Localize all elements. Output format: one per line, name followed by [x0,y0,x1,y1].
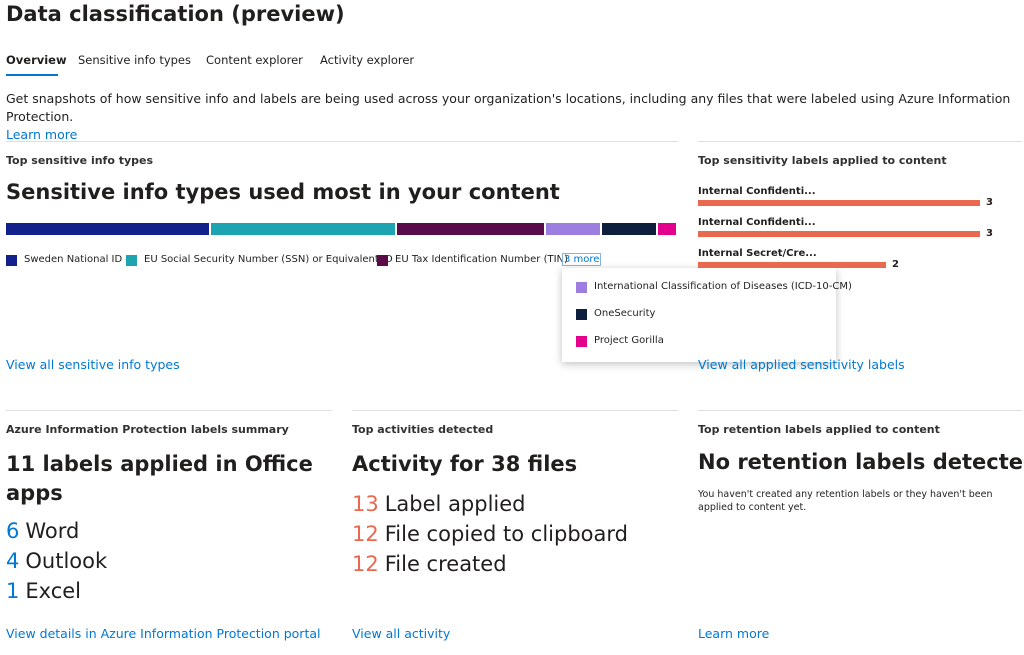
divider [6,410,332,411]
bar-label: Internal Secret/Cre... [698,248,817,259]
stat-count: 12 [352,522,379,546]
card-link[interactable]: View all activity [352,626,451,641]
tab[interactable]: Content explorer [206,53,303,67]
card-heading: Sensitive info types used most in your c… [6,180,560,204]
card-heading: No retention labels detected [698,450,1024,474]
legend-label: OneSecurity [594,308,656,319]
divider [698,410,1022,411]
intro: Get snapshots of how sensitive info and … [6,91,1011,124]
divider [698,141,1022,142]
divider [6,141,678,142]
legend-label: Sweden National ID [24,254,123,265]
card-link[interactable]: View all sensitive info types [6,357,180,372]
bar-segment[interactable] [658,223,676,235]
legend-swatch [576,336,587,347]
card-link[interactable]: View details in Azure Information Protec… [6,626,321,641]
bar [698,200,980,206]
stat-count: 1 [6,579,20,603]
stat-row: 1 Excel [6,579,81,603]
bar-label: Internal Confidenti... [698,217,816,228]
card-heading: 11 labels applied in Office apps [6,452,313,505]
bar-value: 3 [986,228,993,239]
legend-label: EU Tax Identification Number (TIN) [395,254,568,265]
tab[interactable]: Sensitive info types [78,53,191,67]
more-button[interactable]: 3 more [562,253,602,266]
card-kicker: Top sensitivity labels applied to conten… [698,154,947,167]
stat-label: Outlook [25,549,108,573]
bar-label: Internal Confidenti... [698,186,816,197]
bar [698,231,980,237]
stat-count: 13 [352,492,379,516]
stat-label: File created [384,552,507,576]
card-link[interactable]: Learn more [698,626,770,641]
bar [698,262,886,268]
bar-value: 3 [986,197,993,208]
legend-swatch [377,255,388,266]
stat-row: 12 File created [352,552,507,576]
stat-row: 13 Label applied [352,492,526,516]
stat-count: 12 [352,552,379,576]
page-title: Data classification (preview) [6,2,345,26]
divider [352,410,678,411]
card-text: You haven't created any retention labels… [698,489,993,513]
stat-row: 12 File copied to clipboard [352,522,628,546]
bar-segment[interactable] [545,223,601,235]
legend-label: Project Gorilla [594,335,664,346]
card-kicker: Top retention labels applied to content [698,423,940,436]
card-kicker: Azure Information Protection labels summ… [6,423,289,436]
bar-segment[interactable] [6,223,210,235]
stat-count: 6 [6,519,20,543]
stat-label: Word [25,519,80,543]
legend-label: International Classification of Diseases… [594,281,852,292]
bar-segment[interactable] [396,223,544,235]
learn-more[interactable]: Learn more [6,127,78,142]
tab[interactable]: Activity explorer [320,53,415,67]
bar-value: 2 [892,259,899,270]
stat-row: 6 Word [6,519,79,543]
bar-segment[interactable] [211,223,395,235]
card-link[interactable]: View all applied sensitivity labels [698,357,905,372]
intro-text: Get snapshots of how sensitive info and … [6,90,1024,144]
stat-label: File copied to clipboard [384,522,628,546]
stat-label: Excel [25,579,82,603]
card-kicker: Top sensitive info types [6,154,154,167]
legend-swatch [576,282,587,293]
legend-swatch [576,309,587,320]
card-kicker: Top activities detected [352,423,494,436]
legend-label: EU Social Security Number (SSN) or Equiv… [144,254,393,265]
tab[interactable]: Overview [6,53,67,67]
legend-swatch [126,255,137,266]
card-heading: Activity for 38 files [352,452,578,476]
stat-count: 4 [6,549,20,573]
stat-row: 4 Outlook [6,549,107,573]
stat-label: Label applied [384,492,526,516]
tab-underline [6,74,58,76]
legend-swatch [6,255,17,266]
bar-segment[interactable] [602,223,657,235]
legend-popup: International Classification of Diseases… [562,268,852,362]
